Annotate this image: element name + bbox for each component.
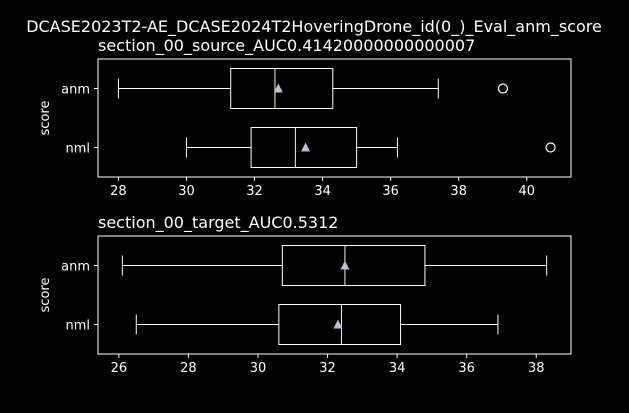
source-xtick-label: 32 (246, 184, 263, 199)
target-xtick-label: 28 (180, 361, 197, 376)
target-axes-frame (97, 235, 572, 355)
source-xtick-label: 28 (110, 184, 127, 199)
source-nml-box (250, 127, 358, 168)
source-xtick-label: 34 (314, 184, 331, 199)
source-panel-title: section_00_source_AUC0.41420000000000007 (98, 36, 475, 56)
target-xtick-label: 36 (458, 361, 475, 376)
source-nml-outlier (545, 142, 556, 153)
target-anm-mean-marker (340, 260, 350, 270)
source-xtick-label: 36 (382, 184, 399, 199)
source-panel: section_00_source_AUC0.41420000000000007… (38, 36, 572, 199)
source-ytick-label-anm: anm (61, 83, 90, 98)
target-anm-box (281, 245, 426, 286)
source-xtick-label: 30 (178, 184, 195, 199)
target-xtick-label: 32 (319, 361, 336, 376)
target-nml-box (278, 304, 402, 345)
source-nml-mean-marker (301, 142, 311, 152)
target-panel-title: section_00_target_AUC0.5312 (98, 213, 338, 233)
source-anm-box (230, 68, 334, 109)
target-xtick-label: 30 (250, 361, 267, 376)
target-ytick-label-anm: anm (61, 260, 90, 275)
source-axes-frame (97, 58, 572, 178)
target-xtick-label: 38 (528, 361, 545, 376)
source-xtick-label: 40 (518, 184, 535, 199)
target-xtick-label: 26 (111, 361, 128, 376)
source-anm-outlier (497, 83, 509, 94)
target-nml-mean-marker (333, 319, 343, 329)
source-panel-ylabel: score (38, 101, 53, 136)
figure-suptitle: DCASE2023T2-AE_DCASE2024T2HoveringDrone_… (26, 17, 602, 37)
source-xtick-label: 38 (450, 184, 467, 199)
target-panel-ylabel: score (38, 278, 53, 313)
source-ytick-label-nml: nml (65, 142, 90, 157)
target-ytick-label-nml: nml (65, 319, 90, 334)
target-panel: section_00_target_AUC0.5312 score 26 28 30… (38, 213, 572, 376)
target-xtick-label: 34 (389, 361, 406, 376)
source-anm-mean-marker (273, 83, 283, 93)
